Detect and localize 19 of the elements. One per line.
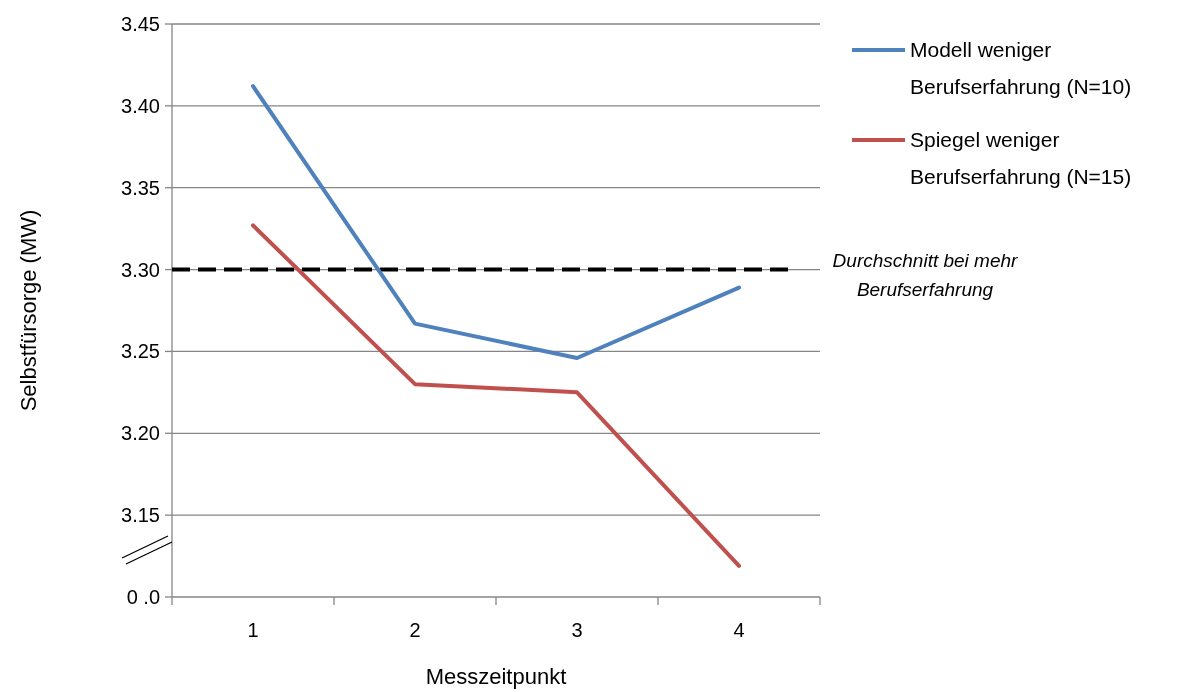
x-tick-label: 4: [733, 619, 745, 641]
y-tick-label: 3.30: [121, 258, 160, 281]
x-tick-label: 1: [247, 619, 259, 641]
y-tick-label: 3.15: [121, 504, 160, 527]
y-tick-label: 3.45: [121, 13, 160, 35]
x-axis-title: Messzeitpunkt: [425, 664, 567, 689]
x-tick-label: 3: [571, 619, 583, 641]
ref-line-label: Durchschnitt bei mehr Berufserfahrung: [832, 249, 1019, 300]
y-tick-label: 3.25: [121, 340, 160, 363]
line-series: [251, 223, 741, 568]
y-tick-label: 3.20: [121, 422, 160, 445]
line-series: [251, 84, 741, 360]
y-tick-label: 3.40: [121, 94, 160, 117]
legend-label: Spiegel weniger Berufserfahrung (N=15): [910, 128, 1132, 189]
y-tick-label: 3.35: [121, 176, 160, 199]
y-axis-title: Selbstfürsorge (MW): [16, 209, 41, 412]
x-tick-label: 2: [409, 619, 421, 641]
legend-label: Modell weniger Berufserfahrung (N=10): [910, 38, 1132, 99]
y-tick-label: 0 .0: [126, 586, 160, 608]
